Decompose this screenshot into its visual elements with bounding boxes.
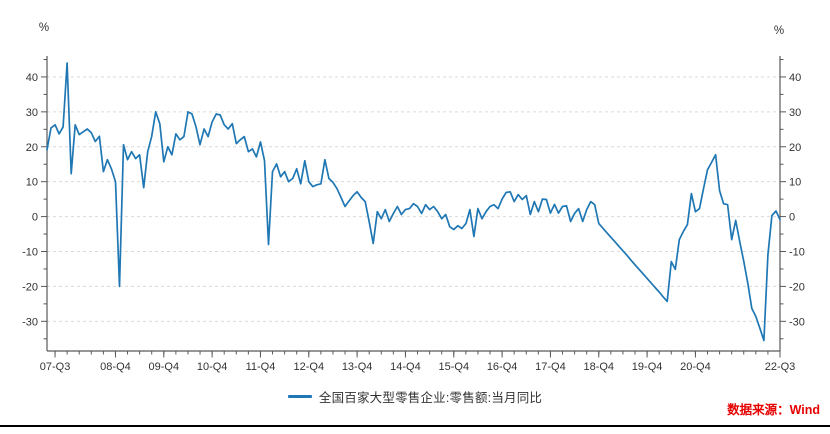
svg-text:30: 30	[789, 107, 801, 119]
legend-line-swatch	[287, 395, 312, 398]
bottom-divider	[0, 425, 830, 427]
svg-text:19-Q4: 19-Q4	[632, 361, 663, 373]
svg-text:0: 0	[32, 212, 38, 224]
y-axis-unit-right: %	[773, 25, 785, 37]
svg-text:13-Q4: 13-Q4	[342, 361, 373, 373]
svg-text:20-Q4: 20-Q4	[680, 361, 711, 373]
svg-text:0: 0	[789, 212, 795, 224]
svg-text:11-Q4: 11-Q4	[246, 361, 276, 373]
svg-text:18-Q4: 18-Q4	[583, 361, 614, 373]
svg-text:16-Q4: 16-Q4	[487, 361, 518, 373]
svg-text:10-Q4: 10-Q4	[197, 361, 228, 373]
svg-text:14-Q4: 14-Q4	[390, 361, 421, 373]
legend-label: 全国百家大型零售企业:零售额:当月同比	[318, 391, 543, 405]
svg-text:40: 40	[26, 72, 38, 84]
legend: 全国百家大型零售企业:零售额:当月同比	[0, 387, 830, 406]
svg-text:09-Q4: 09-Q4	[149, 361, 180, 373]
svg-text:40: 40	[789, 72, 801, 84]
svg-text:15-Q4: 15-Q4	[438, 361, 469, 373]
svg-text:20: 20	[26, 142, 38, 154]
svg-text:-20: -20	[22, 281, 38, 293]
svg-text:-10: -10	[789, 247, 805, 259]
svg-text:22-Q3: 22-Q3	[765, 361, 796, 373]
svg-text:-30: -30	[22, 316, 38, 328]
svg-text:08-Q4: 08-Q4	[100, 361, 131, 373]
svg-text:-30: -30	[789, 316, 805, 328]
data-source-note: 数据来源：Wind	[727, 403, 820, 417]
svg-text:17-Q4: 17-Q4	[535, 361, 566, 373]
svg-text:07-Q3: 07-Q3	[40, 361, 71, 373]
svg-text:20: 20	[789, 142, 801, 154]
y-axis-unit-left: %	[38, 22, 50, 34]
svg-text:-10: -10	[22, 247, 38, 259]
svg-text:12-Q4: 12-Q4	[293, 361, 324, 373]
svg-text:10: 10	[26, 177, 38, 189]
svg-text:30: 30	[26, 107, 38, 119]
svg-text:10: 10	[789, 177, 801, 189]
svg-text:-20: -20	[789, 281, 805, 293]
